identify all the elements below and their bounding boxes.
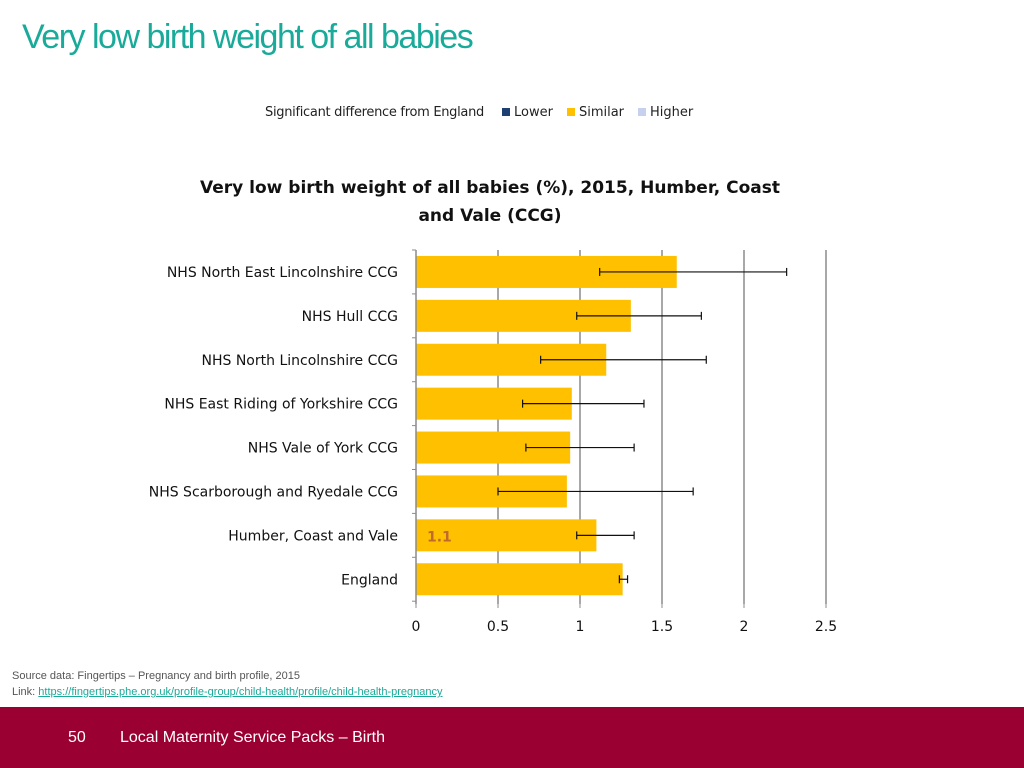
legend-caption: Significant difference from England — [265, 104, 484, 120]
source-text: Source data: Fingertips – Pregnancy and … — [12, 670, 301, 682]
footer-title: Local Maternity Service Packs – Birth — [120, 729, 385, 746]
category-label: NHS Scarborough and Ryedale CCG — [149, 484, 398, 500]
x-tick-label: 2 — [740, 619, 749, 635]
source-link[interactable]: https://fingertips.phe.org.uk/profile-gr… — [38, 686, 443, 698]
category-label: NHS East Riding of Yorkshire CCG — [164, 397, 398, 413]
legend-item-lower: Lower — [502, 105, 553, 120]
page-number: 50 — [68, 729, 86, 746]
legend-label-similar: Similar — [578, 104, 625, 120]
link-prefix: Link: — [12, 686, 39, 698]
category-label: NHS Hull CCG — [302, 309, 398, 325]
x-tick-label: 0.5 — [487, 619, 509, 635]
data-label: 1.1 — [427, 529, 452, 545]
footer-bar: 50 Local Maternity Service Packs – Birth — [0, 707, 1024, 768]
category-label: Humber, Coast and Vale — [228, 528, 398, 544]
source-note: Source data: Fingertips – Pregnancy and … — [12, 668, 442, 700]
chart-title: Very low birth weight of all babies (%),… — [200, 178, 780, 226]
x-tick-label: 1 — [576, 619, 585, 635]
slide-title: Very low birth weight of all babies — [22, 18, 474, 56]
chart-legend: Significant difference from England Lowe… — [265, 103, 707, 121]
category-label: NHS Vale of York CCG — [248, 441, 398, 457]
legend-swatch-higher — [638, 108, 647, 116]
category-label: NHS North Lincolnshire CCG — [202, 353, 399, 369]
legend-item-similar: Similar — [566, 104, 625, 120]
legend-label-higher: Higher — [650, 104, 694, 120]
legend-item-higher: Higher — [638, 105, 693, 120]
x-tick-label: 0 — [412, 619, 421, 635]
source-link-line: Link: https://fingertips.phe.org.uk/prof… — [12, 684, 442, 700]
category-label: England — [341, 572, 398, 588]
legend-swatch-similar — [566, 108, 575, 116]
legend-swatch-lower — [502, 108, 510, 116]
bar — [416, 519, 597, 552]
category-label: NHS North East Lincolnshire CCG — [167, 265, 398, 281]
legend-label-lower: Lower — [514, 104, 553, 120]
bar — [416, 563, 623, 596]
x-tick-label: 2.5 — [815, 619, 837, 635]
x-tick-label: 1.5 — [651, 619, 673, 635]
